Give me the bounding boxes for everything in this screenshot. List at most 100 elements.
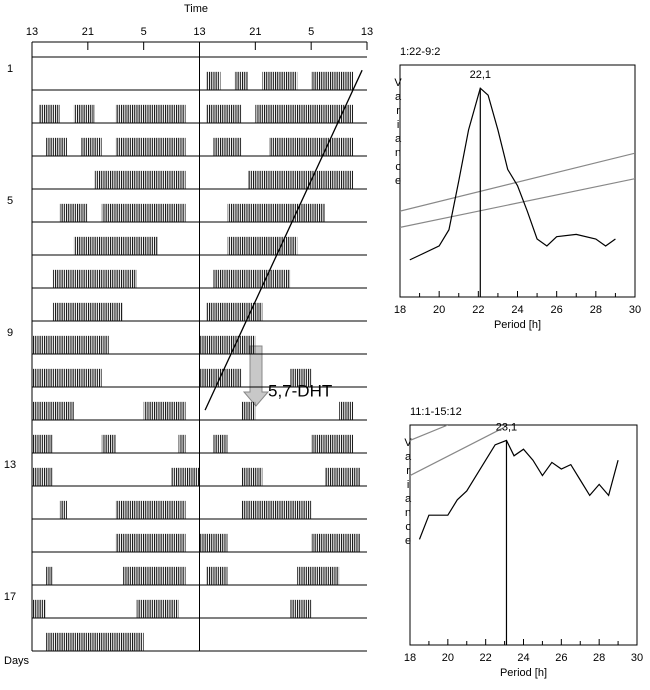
activity-block	[234, 71, 249, 90]
activity-block	[213, 137, 242, 156]
activity-block	[101, 203, 186, 222]
day-label: 17	[4, 591, 16, 603]
treatment-label: 5,7-DHT	[268, 381, 332, 400]
x-tick-label: 28	[590, 304, 602, 316]
y-axis-label: Variance	[392, 77, 404, 189]
activity-block	[297, 566, 340, 585]
x-tick-label: 26	[555, 652, 567, 664]
plot-area	[400, 87, 635, 261]
activity-block	[311, 434, 354, 453]
activity-block	[206, 104, 242, 123]
treatment-arrow	[242, 345, 270, 407]
x-tick-label: 28	[593, 652, 605, 664]
significance-line	[400, 152, 635, 212]
activity-block	[290, 599, 312, 618]
x-tick-label: 5	[141, 26, 147, 38]
day-label: 9	[7, 327, 13, 339]
x-tick-label: 13	[361, 26, 373, 38]
activity-block	[199, 335, 256, 354]
activity-block	[73, 104, 95, 123]
activity-block	[199, 533, 228, 552]
activity-block	[115, 500, 186, 519]
activity-block	[80, 137, 102, 156]
x-tick-label: 21	[249, 26, 261, 38]
activity-block	[59, 203, 88, 222]
activity-block	[122, 566, 186, 585]
activity-block	[32, 401, 74, 420]
activity-block	[241, 467, 263, 486]
activity-block	[45, 566, 53, 585]
days-label: Days	[4, 655, 30, 667]
chart-title: 11:1-15:12	[410, 406, 462, 418]
activity-block	[94, 170, 186, 189]
activity-block	[45, 137, 67, 156]
activity-block	[325, 467, 361, 486]
activity-block	[45, 632, 144, 651]
activity-block	[227, 236, 298, 255]
activity-block	[269, 137, 354, 156]
activity-block	[262, 71, 298, 90]
activity-block	[52, 269, 137, 288]
x-tick-label: 18	[394, 304, 406, 316]
day-label: 1	[7, 63, 13, 75]
significance-line	[400, 178, 635, 228]
x-tick-label: 20	[433, 304, 445, 316]
day-label: 5	[7, 195, 13, 207]
activity-block	[73, 236, 158, 255]
day-label: 13	[4, 459, 16, 471]
activity-block	[115, 533, 186, 552]
activity-block	[52, 302, 123, 321]
activity-block	[248, 170, 354, 189]
plot-area	[410, 425, 619, 540]
activity-block	[171, 467, 200, 486]
x-axis-label: Period [h]	[494, 319, 541, 331]
activity-block	[101, 434, 116, 453]
x-tick-label: 26	[551, 304, 563, 316]
x-tick-label: 5	[308, 26, 314, 38]
activity-block	[255, 104, 354, 123]
activity-block	[227, 203, 326, 222]
x-tick-label: 21	[82, 26, 94, 38]
onset-fit-line	[204, 69, 363, 411]
activity-block	[115, 137, 186, 156]
activity-block	[311, 533, 361, 552]
activity-block	[241, 401, 256, 420]
activity-block	[290, 368, 312, 387]
activity-block	[213, 434, 228, 453]
x-tick-label: 22	[472, 304, 484, 316]
activity-block	[38, 104, 60, 123]
x-tick-label: 13	[26, 26, 38, 38]
activity-block	[241, 500, 312, 519]
x-tick-label: 20	[442, 652, 454, 664]
activity-block	[339, 401, 354, 420]
activity-block	[213, 269, 291, 288]
plot-frame	[399, 64, 636, 298]
x-tick-label: 24	[511, 304, 523, 316]
activity-block	[115, 104, 186, 123]
activity-block	[32, 335, 109, 354]
activity-block	[32, 368, 102, 387]
activity-block	[136, 599, 179, 618]
significance-line	[410, 426, 505, 477]
x-axis-label: Period [h]	[500, 667, 547, 679]
activity-block	[178, 434, 186, 453]
chart-title: 1:22-9:2	[400, 46, 440, 58]
periodogram-line	[409, 87, 616, 261]
activity-block	[206, 71, 221, 90]
activity-block	[143, 401, 186, 420]
x-tick-label: 24	[517, 652, 529, 664]
significance-line	[410, 425, 449, 441]
activity-block	[59, 500, 67, 519]
y-axis-label: Variance	[402, 437, 414, 549]
x-tick-label: 13	[193, 26, 205, 38]
peak-label: 23,1	[496, 421, 517, 433]
periodogram-line	[418, 439, 619, 540]
activity-block	[311, 71, 354, 90]
activity-block	[32, 467, 53, 486]
peak-label: 22,1	[470, 69, 491, 81]
x-tick-label: 18	[404, 652, 416, 664]
x-tick-label: 30	[629, 304, 641, 316]
activity-block	[206, 566, 228, 585]
activity-block	[32, 599, 46, 618]
activity-block	[32, 434, 53, 453]
